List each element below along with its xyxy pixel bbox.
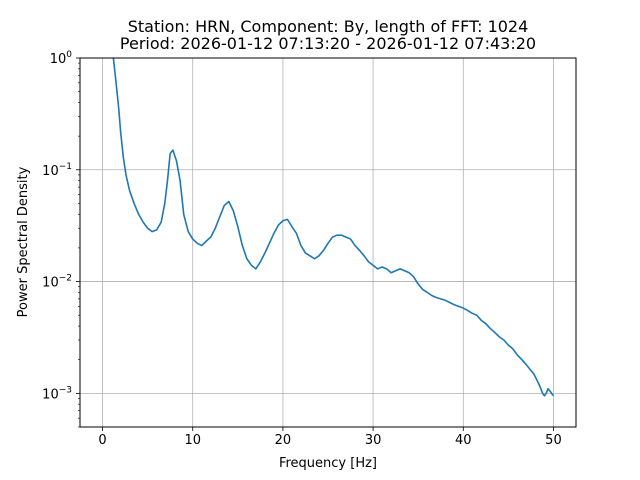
x-axis-label: Frequency [Hz]: [279, 456, 377, 471]
y-tick-label: 10−3: [42, 385, 72, 402]
x-tick-label: 50: [545, 433, 562, 448]
x-tick-label: 30: [365, 433, 382, 448]
y-axis-ticks: 10−3 10−2 10−1 100: [42, 50, 80, 428]
axes-frame: [79, 57, 577, 428]
x-tick-label: 0: [98, 433, 106, 448]
y-tick-label: 10−2: [42, 274, 72, 291]
plot-area: [112, 57, 555, 397]
y-tick-label: 10−1: [42, 162, 72, 179]
psd-series-line: [112, 57, 555, 397]
y-tick-label: 100: [50, 50, 73, 67]
chart-title-line2: Period: 2026-01-12 07:13:20 - 2026-01-12…: [120, 34, 536, 53]
x-axis-ticks: 0 10 20 30 40 50: [98, 427, 562, 448]
x-tick-label: 10: [184, 433, 201, 448]
x-tick-label: 40: [455, 433, 472, 448]
chart-title-line1: Station: HRN, Component: By, length of F…: [128, 17, 529, 36]
y-axis-label: Power Spectral Density: [16, 166, 31, 317]
x-tick-label: 20: [275, 433, 292, 448]
